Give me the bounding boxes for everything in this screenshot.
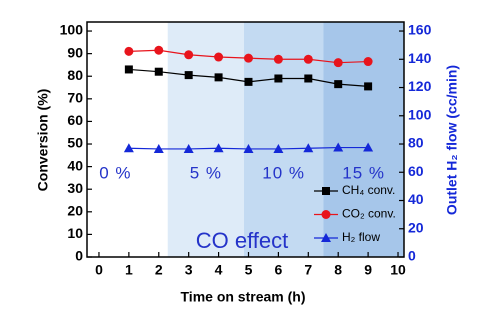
marker	[334, 80, 343, 89]
region	[167, 22, 245, 257]
x-tick-label: 7	[304, 262, 312, 278]
marker	[183, 143, 194, 153]
marker	[184, 71, 193, 80]
marker	[213, 143, 224, 153]
marker	[244, 77, 253, 86]
y-tick-label: 50	[67, 135, 83, 151]
y2-tick-label: 80	[408, 135, 424, 151]
region-label: 0 %	[99, 163, 131, 182]
marker	[363, 57, 373, 67]
y2-tick-label: 0	[408, 248, 416, 264]
marker	[124, 65, 133, 74]
marker	[304, 74, 313, 83]
y-tick-label: 10	[67, 225, 83, 241]
marker	[243, 53, 253, 63]
x-tick-label: 1	[125, 262, 133, 278]
y2-tick-label: 60	[408, 163, 424, 179]
x-tick-label: 2	[155, 262, 163, 278]
y-tick-label: 0	[75, 248, 83, 264]
y2-tick-label: 120	[408, 78, 432, 94]
marker	[363, 142, 374, 152]
region-label: 10 %	[262, 163, 305, 182]
legend-label: H₂ flow	[342, 230, 380, 244]
legend-marker	[322, 187, 330, 195]
region-label: 15 %	[342, 163, 385, 182]
y2-tick-label: 40	[408, 191, 424, 207]
annotation: CO effect	[196, 228, 289, 253]
y-tick-label: 70	[67, 90, 83, 106]
y-tick-label: 30	[67, 180, 83, 196]
x-tick-label: 5	[245, 262, 253, 278]
region	[323, 22, 404, 257]
y-axis-title: Conversion (%)	[35, 89, 51, 192]
marker	[154, 45, 164, 55]
marker	[333, 142, 344, 152]
y-tick-label: 20	[67, 203, 83, 219]
marker	[214, 73, 223, 82]
x-tick-label: 8	[334, 262, 342, 278]
x-axis-title: Time on stream (h)	[181, 289, 306, 305]
marker	[303, 54, 313, 64]
y-tick-label: 40	[67, 157, 83, 173]
y2-tick-label: 20	[408, 219, 424, 235]
marker	[154, 67, 163, 76]
marker	[184, 50, 194, 60]
y2-tick-label: 100	[408, 106, 432, 122]
marker	[274, 74, 283, 83]
marker	[273, 54, 283, 64]
legend-marker	[321, 210, 331, 219]
region-label: 5 %	[190, 163, 222, 182]
region	[87, 22, 168, 257]
plot-frame	[86, 21, 405, 258]
marker	[124, 46, 134, 56]
y2-tick-label: 140	[408, 50, 432, 66]
x-tick-label: 0	[95, 262, 103, 278]
marker	[123, 143, 134, 153]
marker	[153, 143, 164, 153]
y2-axis-title: Outlet H₂ flow (cc/min)	[444, 65, 460, 215]
x-tick-label: 6	[274, 262, 282, 278]
y-tick-label: 100	[60, 22, 84, 38]
x-tick-label: 10	[390, 262, 406, 278]
y-tick-label: 90	[67, 44, 83, 60]
y-tick-label: 60	[67, 112, 83, 128]
marker	[273, 143, 284, 153]
x-tick-label: 3	[185, 262, 193, 278]
marker	[303, 143, 314, 153]
marker	[243, 143, 254, 153]
marker	[214, 52, 224, 62]
legend-marker	[321, 233, 331, 242]
legend-label: CO₂ conv.	[342, 207, 396, 221]
marker	[364, 82, 373, 91]
legend-label: CH₄ conv.	[342, 183, 395, 197]
x-tick-label: 9	[364, 262, 372, 278]
x-tick-label: 4	[215, 262, 223, 278]
marker	[333, 58, 343, 68]
y-tick-label: 80	[67, 67, 83, 83]
y2-tick-label: 160	[408, 22, 432, 38]
